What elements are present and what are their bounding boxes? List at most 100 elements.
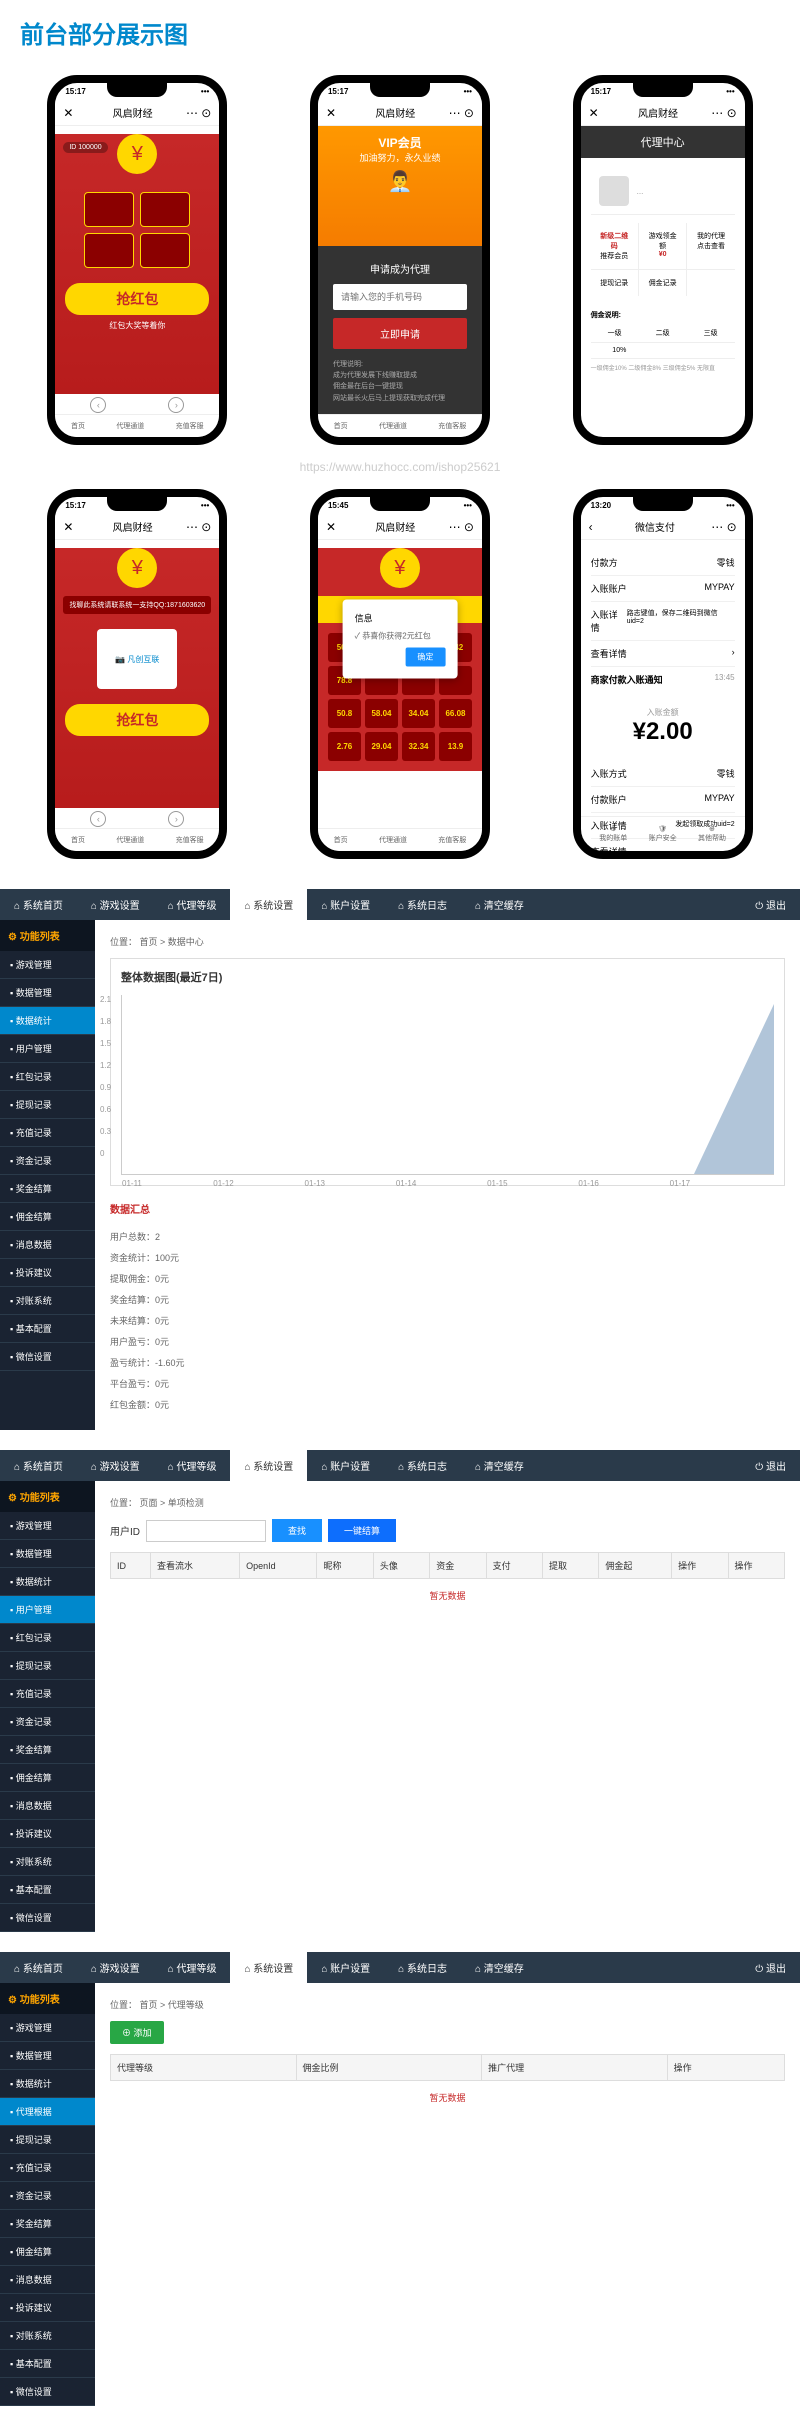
bottom-nav: 首页 代理通道 充值客服 [55, 414, 219, 437]
nav-游戏设置[interactable]: ⌂ 游戏设置 [77, 889, 154, 920]
sidebar-资金记录[interactable]: ▪ 资金记录 [0, 1147, 95, 1175]
sidebar-投诉建议[interactable]: ▪ 投诉建议 [0, 1820, 95, 1848]
nav-系统设置[interactable]: ⌂ 系统设置 [230, 889, 307, 920]
sidebar-资金记录[interactable]: ▪ 资金记录 [0, 1708, 95, 1736]
phone-2: 15:17••• ✕风启财经⋯ ⊙ VIP会员 加油努力，永久业绩 👨‍💼 申请… [310, 75, 490, 445]
nav-系统日志[interactable]: ⌂ 系统日志 [384, 889, 461, 920]
nav-系统日志[interactable]: ⌂ 系统日志 [384, 1952, 461, 1983]
sidebar-数据统计[interactable]: ▪ 数据统计 [0, 1007, 95, 1035]
sidebar-提现记录[interactable]: ▪ 提现记录 [0, 1091, 95, 1119]
sidebar-微信设置[interactable]: ▪ 微信设置 [0, 1343, 95, 1371]
sidebar-充值记录[interactable]: ▪ 充值记录 [0, 1119, 95, 1147]
sidebar-佣金结算[interactable]: ▪ 佣金结算 [0, 1764, 95, 1792]
breadcrumb: 位置： 首页 > 数据中心 [110, 935, 785, 948]
sidebar-数据管理[interactable]: ▪ 数据管理 [0, 2042, 95, 2070]
success-modal: 信息 ✓ 恭喜你获得2元红包 确定 [343, 599, 458, 678]
sidebar-资金记录[interactable]: ▪ 资金记录 [0, 2182, 95, 2210]
search-button[interactable]: 查找 [272, 1519, 322, 1542]
nav-agent[interactable]: 代理通道 [116, 421, 144, 431]
sidebar-投诉建议[interactable]: ▪ 投诉建议 [0, 2294, 95, 2322]
phone-6: 13:20••• ‹微信支付⋯ ⊙ 付款方零钱 入账账户MYPAY 入账详情路志… [573, 489, 753, 859]
sidebar-红包记录[interactable]: ▪ 红包记录 [0, 1624, 95, 1652]
settle-button[interactable]: 一键结算 [328, 1519, 396, 1542]
id-badge: ID 100000 [63, 142, 107, 153]
nav-系统首页[interactable]: ⌂ 系统首页 [0, 889, 77, 920]
sidebar-消息数据[interactable]: ▪ 消息数据 [0, 1792, 95, 1820]
nav-代理等级[interactable]: ⌂ 代理等级 [154, 1450, 231, 1481]
back-icon[interactable]: ✕ [63, 106, 73, 120]
sidebar-对账系统[interactable]: ▪ 对账系统 [0, 1848, 95, 1876]
nav-清空缓存[interactable]: ⌂ 清空缓存 [461, 889, 538, 920]
apply-button[interactable]: 立即申请 [333, 318, 467, 349]
sidebar-提现记录[interactable]: ▪ 提现记录 [0, 2126, 95, 2154]
sidebar-佣金结算[interactable]: ▪ 佣金结算 [0, 1203, 95, 1231]
sidebar-微信设置[interactable]: ▪ 微信设置 [0, 1904, 95, 1932]
sidebar-消息数据[interactable]: ▪ 消息数据 [0, 1231, 95, 1259]
sidebar-title: ⚙ 功能列表 [0, 920, 95, 951]
sidebar-对账系统[interactable]: ▪ 对账系统 [0, 1287, 95, 1315]
nav-清空缓存[interactable]: ⌂ 清空缓存 [461, 1952, 538, 1983]
sidebar-游戏管理[interactable]: ▪ 游戏管理 [0, 1512, 95, 1540]
sidebar-奖金结算[interactable]: ▪ 奖金结算 [0, 1736, 95, 1764]
nav-账户设置[interactable]: ⌂ 账户设置 [307, 889, 384, 920]
nav-游戏设置[interactable]: ⌂ 游戏设置 [77, 1952, 154, 1983]
sidebar-基本配置[interactable]: ▪ 基本配置 [0, 1876, 95, 1904]
sidebar-提现记录[interactable]: ▪ 提现记录 [0, 1652, 95, 1680]
sidebar-数据管理[interactable]: ▪ 数据管理 [0, 979, 95, 1007]
detail-link[interactable]: 查看详情› [591, 641, 735, 667]
add-button[interactable]: ⊕ 添加 [110, 2021, 164, 2044]
nav-service[interactable]: 充值客服 [176, 421, 204, 431]
sidebar-奖金结算[interactable]: ▪ 奖金结算 [0, 1175, 95, 1203]
phone-input[interactable] [333, 284, 467, 310]
sidebar-数据统计[interactable]: ▪ 数据统计 [0, 1568, 95, 1596]
sidebar-基本配置[interactable]: ▪ 基本配置 [0, 1315, 95, 1343]
sidebar-用户管理[interactable]: ▪ 用户管理 [0, 1596, 95, 1624]
nav-清空缓存[interactable]: ⌂ 清空缓存 [461, 1450, 538, 1481]
confirm-button[interactable]: 确定 [405, 647, 445, 666]
nav-系统日志[interactable]: ⌂ 系统日志 [384, 1450, 461, 1481]
nav-代理等级[interactable]: ⌂ 代理等级 [154, 1952, 231, 1983]
sidebar-红包记录[interactable]: ▪ 红包记录 [0, 1063, 95, 1091]
level-table: 代理等级佣金比例推广代理操作 暂无数据 [110, 2054, 785, 2114]
sidebar-数据管理[interactable]: ▪ 数据管理 [0, 1540, 95, 1568]
user-table: ID查看流水OpenId昵称头像资金支付提取佣金起操作操作 暂无数据 [110, 1552, 785, 1612]
sidebar-消息数据[interactable]: ▪ 消息数据 [0, 2266, 95, 2294]
sidebar-奖金结算[interactable]: ▪ 奖金结算 [0, 2210, 95, 2238]
nav-系统设置[interactable]: ⌂ 系统设置 [230, 1450, 307, 1481]
nav-系统首页[interactable]: ⌂ 系统首页 [0, 1952, 77, 1983]
menu-icon[interactable]: ⋯ ⊙ [186, 106, 211, 120]
phone-row-1: 15:17••• ✕风启财经⋯ ⊙ ID 100000 ¥ 抢红包 红包大奖等着… [0, 65, 800, 455]
nav-游戏设置[interactable]: ⌂ 游戏设置 [77, 1450, 154, 1481]
sidebar-游戏管理[interactable]: ▪ 游戏管理 [0, 2014, 95, 2042]
nav-账户设置[interactable]: ⌂ 账户设置 [307, 1952, 384, 1983]
sidebar-数据统计[interactable]: ▪ 数据统计 [0, 2070, 95, 2098]
sidebar-代理根据[interactable]: ▪ 代理根据 [0, 2098, 95, 2126]
sidebar-佣金结算[interactable]: ▪ 佣金结算 [0, 2238, 95, 2266]
nav-系统设置[interactable]: ⌂ 系统设置 [230, 1952, 307, 1983]
user-id-input[interactable] [146, 1520, 266, 1542]
phone-4: 15:17••• ✕风启财经⋯ ⊙ ¥ 找聊此系统请联系统一支持QQ:18716… [47, 489, 227, 859]
admin-panel-3: ⌂ 系统首页⌂ 游戏设置⌂ 代理等级⌂ 系统设置⌂ 账户设置⌂ 系统日志⌂ 清空… [0, 1952, 800, 2406]
nav-代理等级[interactable]: ⌂ 代理等级 [154, 889, 231, 920]
coin-icon: ¥ [117, 134, 157, 174]
grab-banner[interactable]: 抢红包 [65, 283, 209, 315]
sidebar-投诉建议[interactable]: ▪ 投诉建议 [0, 1259, 95, 1287]
sidebar-充值记录[interactable]: ▪ 充值记录 [0, 2154, 95, 2182]
nav-系统首页[interactable]: ⌂ 系统首页 [0, 1450, 77, 1481]
admin-top-nav: ⌂ 系统首页⌂ 游戏设置⌂ 代理等级⌂ 系统设置⌂ 账户设置⌂ 系统日志⌂ 清空… [0, 889, 800, 920]
back-icon[interactable]: ✕ [326, 106, 336, 120]
phone-5: 15:45••• ✕风启财经⋯ ⊙ ¥ 红包等你来 50.858.0434.04… [310, 489, 490, 859]
sidebar-基本配置[interactable]: ▪ 基本配置 [0, 2350, 95, 2378]
sidebar-充值记录[interactable]: ▪ 充值记录 [0, 1680, 95, 1708]
avatar [599, 176, 629, 206]
app-header: ✕风启财经⋯ ⊙ [55, 100, 219, 126]
admin-panel-2: ⌂ 系统首页⌂ 游戏设置⌂ 代理等级⌂ 系统设置⌂ 账户设置⌂ 系统日志⌂ 清空… [0, 1450, 800, 1932]
sidebar-用户管理[interactable]: ▪ 用户管理 [0, 1035, 95, 1063]
sidebar-对账系统[interactable]: ▪ 对账系统 [0, 2322, 95, 2350]
nav-账户设置[interactable]: ⌂ 账户设置 [307, 1450, 384, 1481]
sidebar-微信设置[interactable]: ▪ 微信设置 [0, 2378, 95, 2406]
page-title: 前台部分展示图 [0, 0, 800, 65]
nav-home[interactable]: 首页 [71, 421, 85, 431]
phone-row-2: 15:17••• ✕风启财经⋯ ⊙ ¥ 找聊此系统请联系统一支持QQ:18716… [0, 479, 800, 869]
sidebar-游戏管理[interactable]: ▪ 游戏管理 [0, 951, 95, 979]
